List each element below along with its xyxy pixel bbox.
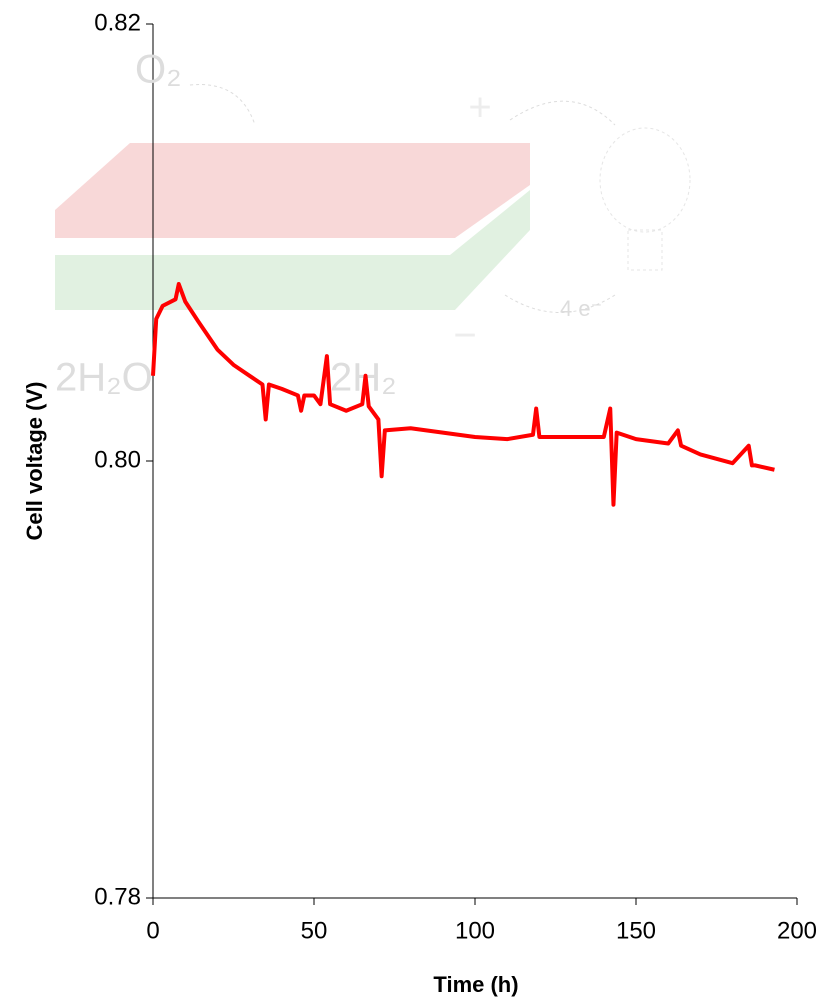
minus-sign: −	[453, 314, 476, 358]
arrow	[189, 84, 256, 126]
y-axis-title: Cell voltage (V)	[22, 382, 47, 541]
watermark-label: 2H₂O	[55, 356, 153, 400]
x-tick-label: 0	[146, 917, 159, 944]
background-illustration: + −	[55, 84, 691, 358]
y-tick-label: 0.82	[94, 9, 141, 36]
membrane-layer	[55, 143, 530, 238]
watermark-label: O₂	[135, 48, 182, 92]
x-tick-label: 100	[455, 917, 495, 944]
bulb	[599, 127, 691, 233]
arrow	[509, 100, 616, 126]
plus-sign: +	[468, 86, 491, 130]
bulb-base	[627, 229, 663, 271]
y-tick-label: 0.78	[94, 883, 141, 910]
x-tick-label: 150	[616, 917, 656, 944]
y-tick-label: 0.80	[94, 446, 141, 473]
data-line	[151, 282, 775, 507]
x-tick-label: 200	[777, 917, 817, 944]
watermark-label: 4 e⁻	[560, 296, 602, 321]
x-axis-title: Time (h)	[433, 972, 518, 997]
arrow	[504, 294, 616, 313]
x-tick-label: 50	[301, 917, 328, 944]
membrane-layer	[55, 190, 530, 310]
